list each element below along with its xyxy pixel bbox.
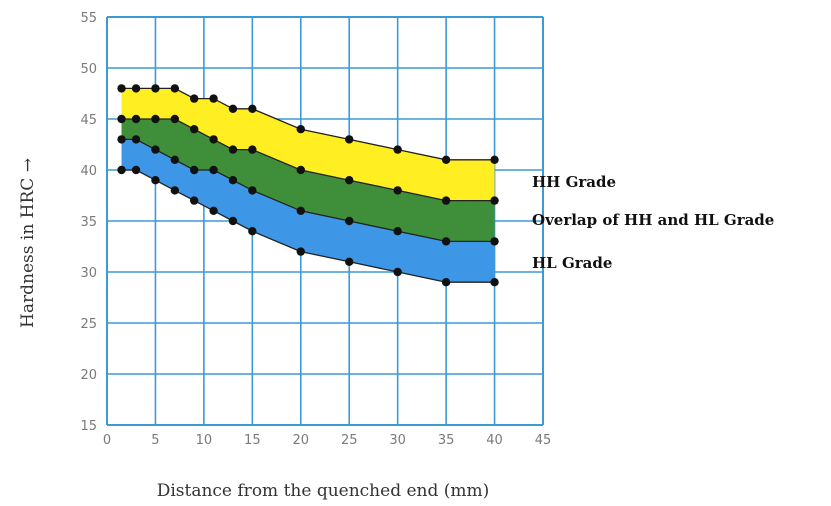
point-hl_min bbox=[393, 267, 402, 277]
y-tick-label: 15 bbox=[80, 419, 97, 434]
point-hl_max bbox=[151, 114, 160, 124]
point-hl_min bbox=[151, 176, 160, 185]
point-hl_min bbox=[228, 216, 238, 226]
point-hl_max bbox=[393, 186, 402, 195]
point-hl_max bbox=[296, 165, 305, 175]
point-hh_min bbox=[209, 165, 218, 175]
legend: HH Grade Overlap of HH and HL Grade HL Gra… bbox=[532, 173, 774, 272]
point-hh_min bbox=[190, 165, 199, 175]
point-hh_max bbox=[441, 155, 451, 164]
point-hh_min bbox=[228, 176, 238, 185]
y-tick-label: 55 bbox=[80, 11, 97, 26]
point-hl_max bbox=[170, 114, 180, 124]
point-hl_min bbox=[209, 206, 218, 215]
point-hh_max bbox=[490, 155, 499, 164]
x-tick-label: 35 bbox=[438, 433, 455, 448]
point-hl_min bbox=[345, 257, 354, 266]
point-hh_max bbox=[228, 104, 238, 114]
point-hh_max bbox=[170, 84, 180, 93]
y-tick-label: 35 bbox=[80, 215, 97, 230]
x-tick-label: 30 bbox=[389, 433, 406, 448]
point-hl_max bbox=[248, 145, 257, 154]
point-hh_min bbox=[441, 237, 451, 246]
point-hh_max bbox=[296, 125, 305, 134]
data-points bbox=[117, 84, 499, 287]
point-hh_max bbox=[190, 94, 199, 103]
point-hl_min bbox=[296, 247, 305, 256]
point-hh_max bbox=[345, 135, 354, 144]
band-overlap-of-hh-and-hl-grade bbox=[121, 119, 495, 242]
point-hh_min bbox=[296, 206, 305, 215]
band-hh-grade bbox=[121, 88, 495, 201]
point-hl_min bbox=[490, 278, 499, 287]
band-hl-grade bbox=[121, 139, 495, 283]
band-areas bbox=[121, 88, 495, 283]
point-hh_max bbox=[209, 94, 218, 103]
y-tick-label: 45 bbox=[80, 113, 97, 128]
point-hl_min bbox=[117, 165, 126, 175]
y-axis-title: Hardness in HRC → bbox=[18, 158, 38, 328]
y-tick-label: 40 bbox=[80, 164, 97, 179]
x-tick-label: 0 bbox=[103, 433, 111, 448]
point-hl_min bbox=[190, 196, 199, 205]
point-hl_min bbox=[170, 186, 180, 195]
point-hl_max bbox=[441, 196, 451, 205]
point-hh_min bbox=[151, 145, 160, 154]
x-tick-label: 5 bbox=[151, 433, 159, 448]
y-tick-label: 25 bbox=[80, 317, 97, 332]
point-hl_max bbox=[209, 135, 218, 144]
point-hl_max bbox=[345, 176, 354, 185]
point-hh_max bbox=[248, 104, 257, 114]
x-tick-label: 45 bbox=[535, 433, 552, 448]
point-hl_max bbox=[190, 125, 199, 134]
y-tick-label: 20 bbox=[80, 368, 97, 383]
y-tick-label: 50 bbox=[80, 62, 97, 77]
point-hl_max bbox=[117, 114, 126, 124]
y-tick-labels: 15 20 25 30 35 40 45 50 55 bbox=[80, 11, 97, 434]
point-hl_min bbox=[441, 278, 451, 287]
x-tick-label: 15 bbox=[244, 433, 261, 448]
point-hh_min bbox=[117, 135, 126, 144]
point-hh_max bbox=[393, 145, 402, 154]
point-hh_max bbox=[151, 84, 160, 93]
point-hh_min bbox=[248, 186, 257, 195]
x-tick-labels: 0 5 10 15 20 25 30 35 40 45 bbox=[103, 433, 551, 448]
point-hl_max bbox=[490, 196, 499, 205]
legend-label-hl-grade: HL Grade bbox=[532, 254, 612, 272]
point-hh_min bbox=[170, 155, 180, 164]
point-hh_min bbox=[345, 216, 354, 226]
point-hh_max bbox=[131, 84, 141, 93]
point-hh_min bbox=[393, 227, 402, 236]
x-tick-label: 20 bbox=[293, 433, 310, 448]
legend-label-hh-grade: HH Grade bbox=[532, 173, 616, 191]
y-tick-label: 30 bbox=[80, 266, 97, 281]
point-hh_max bbox=[117, 84, 126, 93]
point-hl_min bbox=[248, 227, 257, 236]
point-hl_max bbox=[228, 145, 238, 154]
point-hl_max bbox=[131, 114, 141, 124]
point-hh_min bbox=[490, 237, 499, 246]
point-hh_min bbox=[131, 135, 141, 144]
x-tick-label: 40 bbox=[486, 433, 503, 448]
x-axis-title: Distance from the quenched end (mm) bbox=[157, 481, 490, 501]
x-tick-label: 10 bbox=[196, 433, 213, 448]
legend-label-overlap-of-hh-and-hl-grade: Overlap of HH and HL Grade bbox=[532, 211, 774, 229]
x-tick-label: 25 bbox=[341, 433, 358, 448]
point-hl_min bbox=[131, 165, 141, 175]
